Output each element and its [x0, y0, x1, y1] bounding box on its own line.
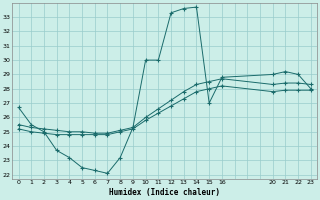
X-axis label: Humidex (Indice chaleur): Humidex (Indice chaleur) [109, 188, 220, 197]
